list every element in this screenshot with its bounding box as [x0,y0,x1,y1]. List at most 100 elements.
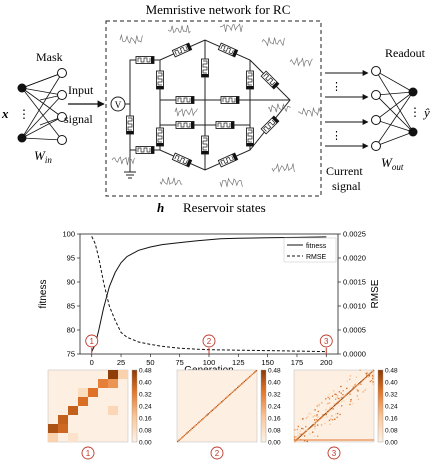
memristor-zigzag [137,147,151,153]
generation-marker-label: 3 [324,337,329,346]
colorbar-tick-label: 0.32 [385,392,398,399]
waveform-trace [174,107,198,117]
heatmap-label: 2 [215,449,220,458]
current-signal-arrows [325,70,369,149]
heatmap-cell [346,380,348,382]
current-signal-label-2: signal [332,179,361,193]
heatmap-cell [179,438,182,440]
memristor-zigzag [174,154,188,165]
input-signal-label-2: signal [64,112,93,126]
heatmap-cell [215,406,218,408]
heatmap-cell [343,396,345,398]
heatmap-cell [209,412,211,414]
memristor-polarity [246,143,254,146]
heatmap-cell [338,400,340,402]
heatmap-cell [335,393,337,396]
heatmap-cell [337,403,339,405]
heatmap-cell [352,402,354,405]
heatmap-cell [201,419,203,421]
heatmap-cell [355,385,358,387]
heatmap-cell [365,372,367,375]
heatmap-cell [303,435,306,437]
memristor-symbol [260,70,280,90]
memristor-symbol [246,70,254,90]
heatmap-cell [322,414,324,416]
heatmap-cell [355,376,358,378]
heatmap-cell [294,429,296,431]
y2-tick-label: 0.0000 [343,350,366,359]
heatmap-label-circle [210,446,224,460]
colorbar-tick-label: 0.24 [268,404,281,411]
heatmap-cell [203,416,206,419]
heatmap-cell [336,416,338,418]
heatmap-cell [334,404,336,407]
heatmap-cell [330,407,332,410]
heatmap-cell [247,377,250,379]
input-dots: ⋮ [18,107,30,121]
memristor-zigzag [177,122,191,128]
y-tick-label: 75 [67,350,75,359]
heatmap-cell [108,370,118,379]
heatmap-cell [369,380,372,383]
memristor-polarity [271,116,279,124]
heatmap-cell [310,426,312,428]
memristor-zigzag [157,72,163,86]
mask-label: Mask [36,50,63,64]
memristor-symbol [217,152,239,168]
heatmap-cell [185,433,187,435]
heatmap-cell [372,383,374,385]
heatmap-cell [206,414,208,416]
heatmap-cell [189,430,191,432]
memristor-zigzag [137,57,151,63]
heatmap-cell [190,428,192,431]
heatmap-cell [364,388,367,390]
heatmap-cell [303,440,306,442]
heatmap-cell [307,428,310,430]
heatmap-cell [309,433,311,435]
heatmap-cell [305,430,307,432]
memristor-symbol [217,42,239,58]
heatmap-cell [372,370,374,372]
memristors [126,42,280,168]
heatmap-cell [329,423,331,425]
heatmap-cell [363,377,366,380]
memristor-polarity [231,121,234,129]
heatmap-cell [331,409,333,411]
heatmap-cell [181,437,183,439]
heatmap-cell [367,374,369,377]
heatmap-cell [349,403,351,406]
heatmap-panel-3: 0.48 0.40 0.32 0.24 0.16 0.08 0.00 3 [293,368,398,460]
heatmap-cell [308,427,311,429]
heatmap-cell [357,390,359,392]
state-waveforms [111,23,321,188]
memristor-symbol [156,70,164,90]
heatmap-cell [346,387,348,390]
heatmap-cell [108,406,118,415]
heatmap-cell [305,429,308,432]
memristor-zigzag [220,44,234,55]
heatmap-cell [324,409,327,411]
y-tick-label: 95 [67,254,75,263]
heatmap-cell [251,373,254,375]
heatmap-cell [324,422,326,425]
heatmap-cell [318,405,320,407]
heatmap-cell [334,398,337,400]
colorbar-tick-label: 0.08 [139,428,152,435]
heatmap-cell [296,438,298,441]
colorbar-tick-label: 0.48 [385,368,398,375]
readout-network [375,70,414,147]
heatmap-label: 3 [332,449,337,458]
memristor-symbol [175,96,195,104]
colorbar-tick-label: 0.16 [385,416,398,423]
heatmap-cell [325,413,327,416]
heatmap-cell [354,386,356,388]
y-tick-label: 90 [67,278,75,287]
heatmap-cell [242,382,244,384]
heatmap-cell [352,388,354,390]
chart-markers: 1 2 3 [85,334,333,354]
colorbar-tick-label: 0.32 [139,392,152,399]
memristor-polarity [156,143,164,146]
heatmap-cell [58,415,68,424]
heatmap-cell [319,418,321,420]
heatmap-cell [347,392,350,394]
